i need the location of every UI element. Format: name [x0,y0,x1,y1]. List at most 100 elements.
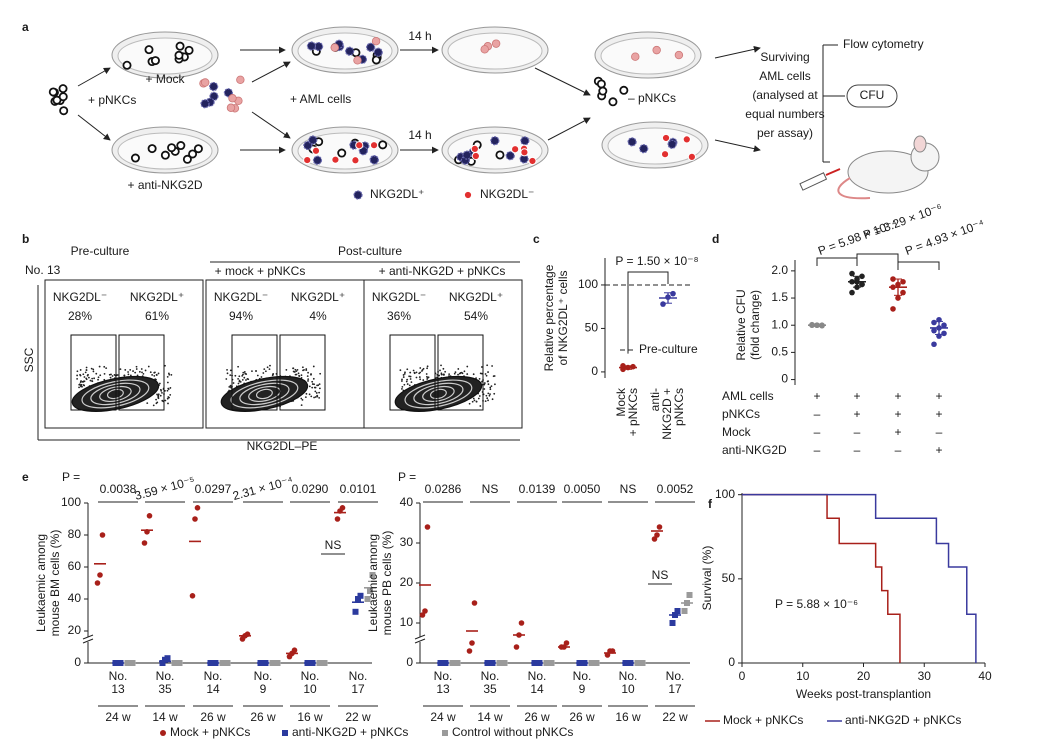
event [402,374,405,376]
axis-label: Weeks post-transplantion [796,687,931,701]
arrow [714,139,761,153]
event [307,380,309,382]
event [98,365,101,368]
event [438,374,441,377]
event [91,377,94,380]
cell [667,139,677,149]
event [229,374,232,376]
y-tick-label: 100 [578,277,598,291]
cell [330,43,339,52]
event [97,376,100,379]
event [229,384,232,387]
event [444,370,447,373]
cell [144,45,154,55]
y-tick-label: 100 [715,487,735,501]
p-value: 0.0101 [340,482,377,496]
arrow [77,67,111,87]
cell [528,156,537,166]
p-value: P = 5.88 × 10⁻⁶ [775,597,858,611]
label: + mock + pNKCs [215,264,306,278]
event [146,402,149,405]
event [129,374,132,377]
event [90,367,93,370]
row-label: Mock [722,425,752,439]
event [76,370,79,373]
data-point [660,301,666,307]
cell [160,150,170,160]
legend-label: NKG2DL⁻ [480,187,534,201]
event [263,368,266,371]
p-value: 0.0297 [195,482,232,496]
x-tick-label: 14 [530,682,544,696]
event [272,372,275,375]
cell [470,144,479,154]
label: AML cells [759,69,811,83]
event [307,371,309,374]
event [483,382,486,384]
data-point [518,620,525,626]
event [91,380,93,382]
label: + Mock [145,72,185,86]
event [260,376,263,378]
x-tick-label: No. [156,669,175,683]
event [468,402,471,405]
label: (analysed at [752,88,818,102]
event [123,374,126,377]
x-tick-label: 30 [918,669,932,683]
event [311,386,314,389]
event [420,370,423,372]
cell [674,50,684,60]
event [406,378,409,381]
event [443,374,445,376]
gate [279,334,326,411]
x-tick-label: 14 [206,682,220,696]
p-value: 0.0290 [292,482,329,496]
event [318,391,321,394]
axis-label: of NKG2DL⁺ cells [556,270,570,365]
data-point [422,608,428,614]
event [300,404,303,406]
break-mark [82,638,94,644]
bracket [856,253,899,262]
cell [371,37,381,46]
event [79,373,81,376]
data-point [192,516,198,522]
event [108,373,111,376]
event [297,372,300,375]
contour [422,385,455,402]
event [79,369,82,371]
survival-curve [742,493,901,663]
axis-break [415,637,425,642]
cell [58,92,68,102]
event [82,384,85,386]
data-point [94,580,101,586]
cell [345,46,355,56]
event [159,394,162,397]
legend-label: Mock + pNKCs [723,713,803,727]
event [479,405,482,407]
week-label: 26 w [524,710,550,724]
event [170,373,173,376]
contour [404,379,473,409]
row-sign: + [894,389,901,403]
panel-label: f [708,497,713,511]
event [156,393,158,396]
contour [230,379,299,409]
cell [490,136,500,146]
event [103,378,106,381]
event [82,380,85,383]
arrow [714,45,761,59]
event [402,376,405,378]
cell [661,133,671,143]
event [255,370,257,372]
event [268,368,271,371]
event [92,368,95,371]
label: 14 h [408,29,431,43]
panel-label: b [22,232,29,246]
data-point [469,640,475,646]
axis-label: Survival (%) [700,546,714,611]
event [271,374,274,377]
event [244,372,247,375]
cell [619,85,629,95]
event [95,372,98,375]
